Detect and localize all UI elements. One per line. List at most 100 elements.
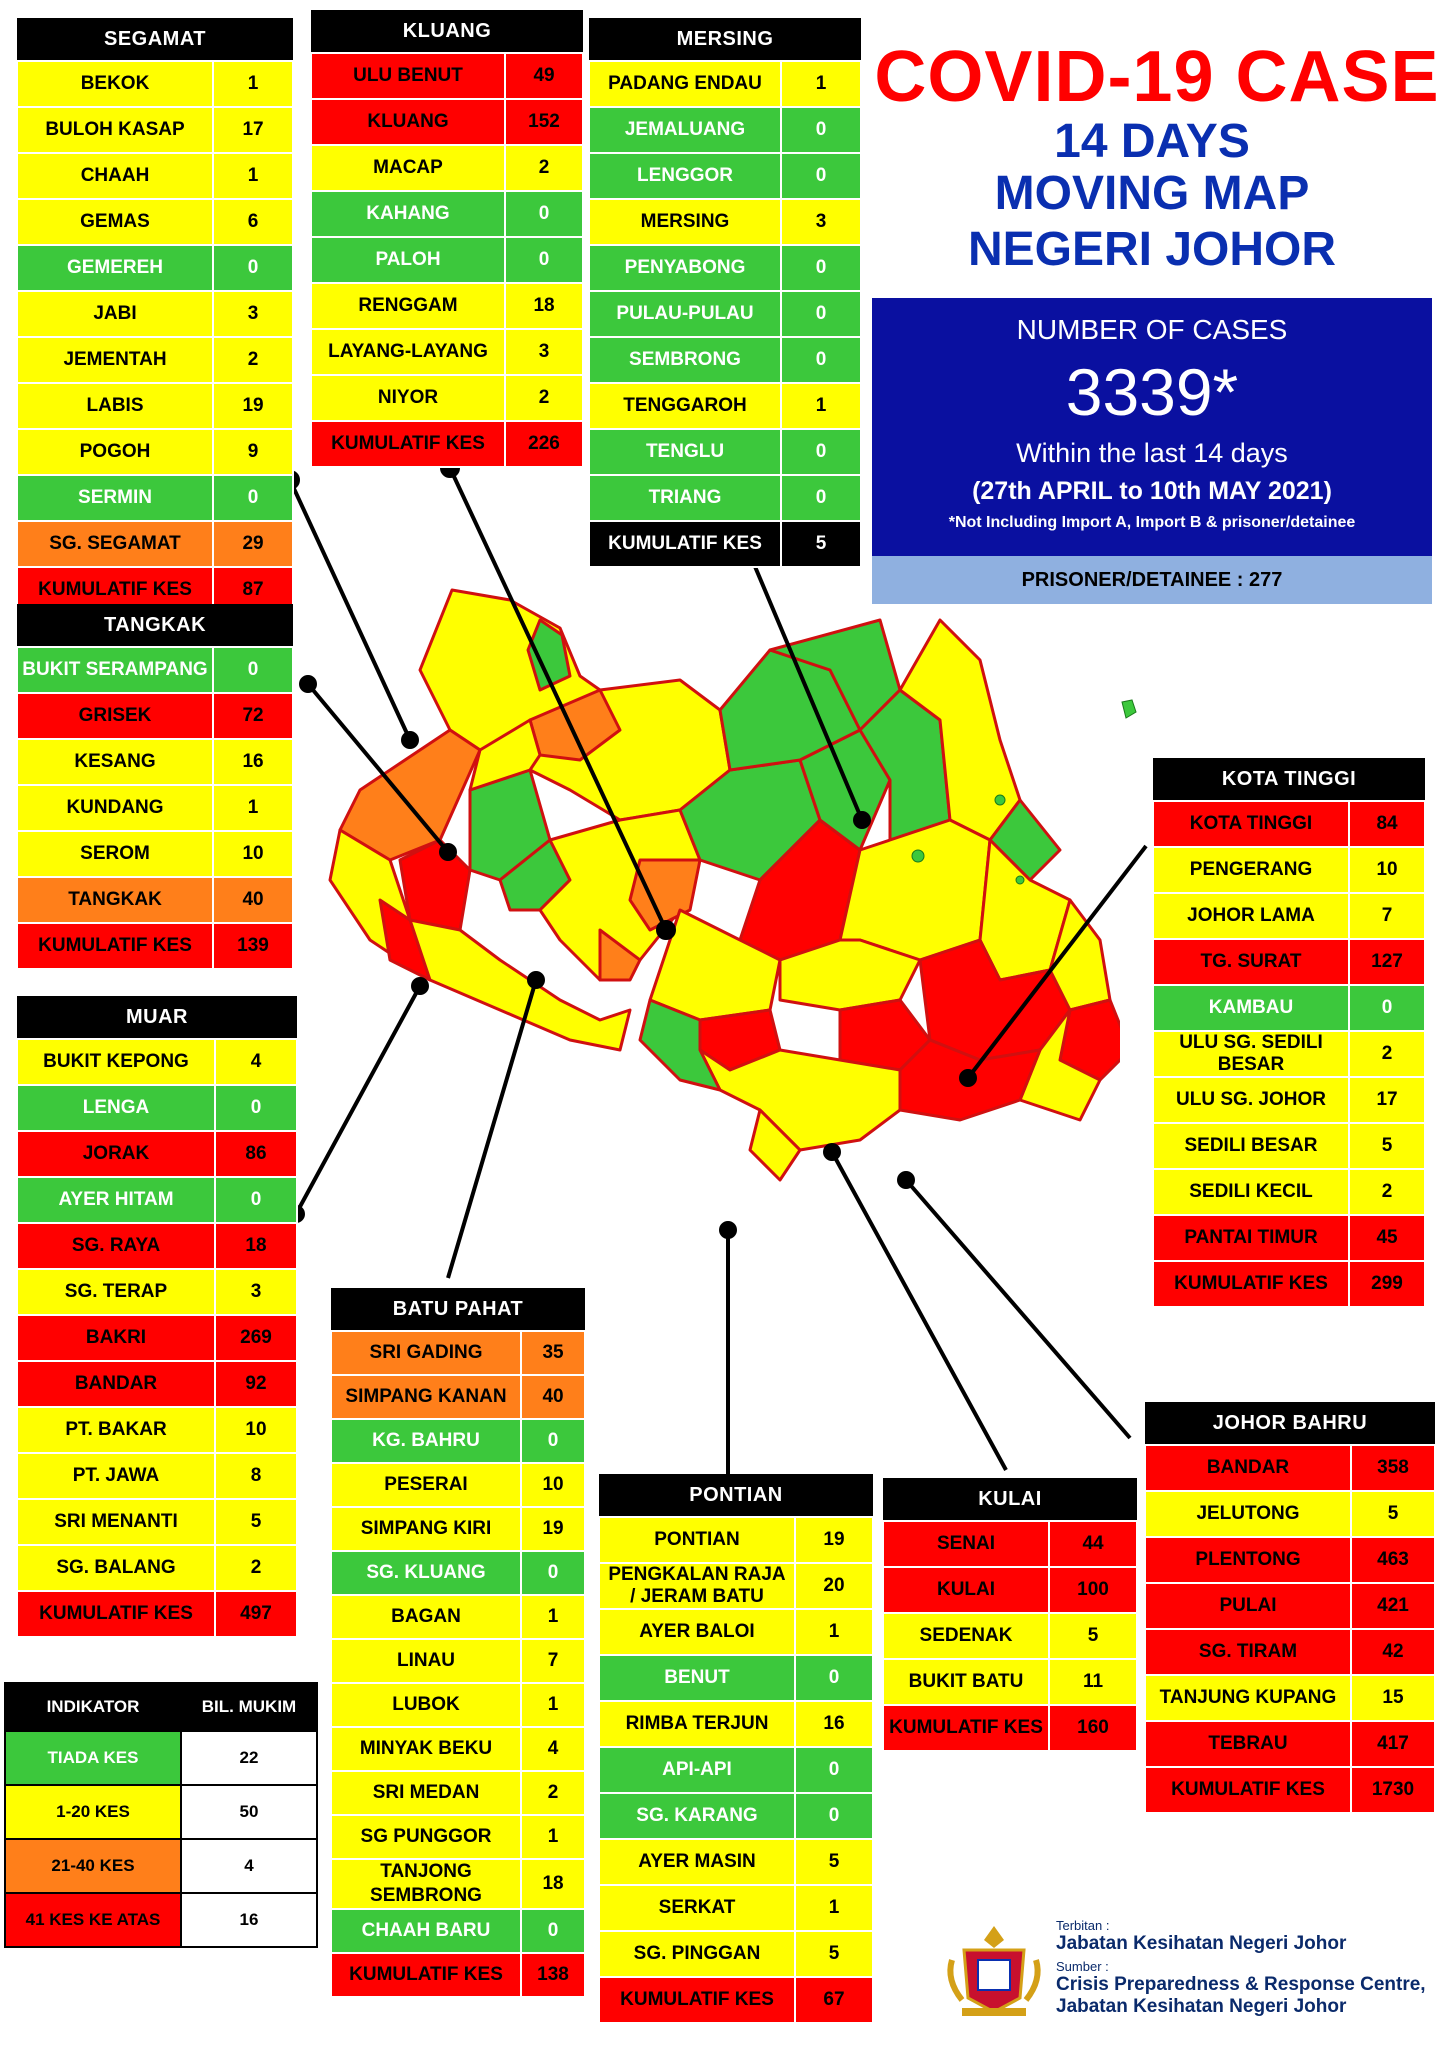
mukim-cases: 299 <box>1347 1260 1427 1308</box>
title-line3: MOVING MAP <box>994 167 1310 220</box>
cases-value: 3339* <box>1065 355 1239 429</box>
mukim-name: KG. BAHRU <box>330 1418 522 1464</box>
table-row: AYER HITAM 0 <box>16 1176 298 1224</box>
legend-row: 1-20 KES 50 <box>4 1784 318 1840</box>
mukim-name: GRISEK <box>16 692 214 740</box>
mukim-cases: 18 <box>519 1858 587 1910</box>
table-row: PENYABONG 0 <box>588 244 862 292</box>
map-region-sermin <box>526 618 572 692</box>
table-segamat: SEGAMAT BEKOK 1 BULOH KASAP 17 CHAAH 1 GEMAS 6 G… <box>16 18 295 614</box>
mukim-name: KOTA TINGGI <box>1152 800 1350 848</box>
mukim-name: BAKRI <box>16 1314 216 1362</box>
table-row: JELUTONG 5 <box>1144 1490 1436 1538</box>
legend-indicator: 21-40 KES <box>4 1838 182 1894</box>
mukim-cases: 0 <box>211 646 295 694</box>
mukim-cases: 417 <box>1350 1720 1436 1768</box>
map-region-pontian <box>698 1048 902 1152</box>
mukim-name: MERSING <box>588 198 782 246</box>
mukim-name: BANDAR <box>1144 1444 1352 1492</box>
prisoner-detainee-count: PRISONER/DETAINEE : 277 <box>872 556 1432 604</box>
table-row: KUMULATIF KES 67 <box>598 1976 874 2024</box>
legend-count: 50 <box>180 1784 318 1840</box>
mukim-name: PULAI <box>1144 1582 1352 1630</box>
table-kulai: KULAI SENAI 44 KULAI 100 SEDENAK 5 BUKIT BATU 1… <box>882 1478 1139 1752</box>
table-row: BEKOK 1 <box>16 60 295 108</box>
table-row: AYER BALOI 1 <box>598 1608 874 1656</box>
table-row: PENGKALAN RAJA / JERAM BATU 20 <box>598 1562 874 1610</box>
mukim-cases: 1 <box>211 784 295 832</box>
table-row: KUMULATIF KES 1730 <box>1144 1766 1436 1814</box>
mukim-cases: 5 <box>1047 1612 1139 1660</box>
mukim-cases: 497 <box>214 1590 298 1638</box>
table-row: KUMULATIF KES 160 <box>882 1704 1139 1752</box>
table-row: CHAAH BARU 0 <box>330 1908 587 1954</box>
mukim-cases: 139 <box>211 922 295 970</box>
mukim-cases: 5 <box>794 1930 874 1978</box>
mukim-name: MINYAK BEKU <box>330 1726 522 1772</box>
table-row: SRI MENANTI 5 <box>16 1498 298 1546</box>
mukim-name: BANDAR <box>16 1360 216 1408</box>
table-row: PADANG ENDAU 1 <box>588 60 862 108</box>
mukim-name: KUMULATIF KES <box>1152 1260 1350 1308</box>
mukim-cases: 4 <box>214 1038 298 1086</box>
mukim-cases: 3 <box>503 328 585 376</box>
mukim-name: PT. JAWA <box>16 1452 216 1500</box>
mukim-cases: 0 <box>519 1908 587 1954</box>
mukim-cases: 20 <box>794 1562 874 1610</box>
table-row: GEMEREH 0 <box>16 244 295 292</box>
mukim-name: LAYANG-LAYANG <box>310 328 506 376</box>
table-pontian-title: PONTIAN <box>599 1474 873 1517</box>
table-row: LABIS 19 <box>16 382 295 430</box>
mukim-name: KUMULATIF KES <box>882 1704 1050 1752</box>
table-row: BANDAR 92 <box>16 1360 298 1408</box>
mukim-cases: 0 <box>794 1654 874 1702</box>
table-row: LINAU 7 <box>330 1638 587 1684</box>
mukim-cases: 0 <box>1347 984 1427 1032</box>
mukim-name: BENUT <box>598 1654 796 1702</box>
legend-count: 16 <box>180 1892 318 1948</box>
map-region-grisek <box>398 838 472 932</box>
table-row: RIMBA TERJUN 16 <box>598 1700 874 1748</box>
mukim-name: RENGGAM <box>310 282 506 330</box>
table-row: TRIANG 0 <box>588 474 862 522</box>
mukim-cases: 44 <box>1047 1520 1139 1568</box>
mukim-name: KUMULATIF KES <box>16 1590 216 1638</box>
mukim-cases: 1 <box>780 382 862 430</box>
footer-credits: Terbitan : Jabatan Kesihatan Negeri Joho… <box>1056 1918 1446 2018</box>
table-row: SIMPANG KIRI 19 <box>330 1506 587 1552</box>
map-region-sedenak <box>778 938 922 1012</box>
mukim-cases: 0 <box>211 474 295 522</box>
mukim-cases: 0 <box>519 1418 587 1464</box>
mukim-cases: 3 <box>780 198 862 246</box>
table-tangkak-title: TANGKAK <box>17 604 294 647</box>
mukim-name: KAHANG <box>310 190 506 238</box>
table-segamat-title: SEGAMAT <box>17 18 294 61</box>
mukim-cases: 3 <box>214 1268 298 1316</box>
mukim-name: CHAAH BARU <box>330 1908 522 1954</box>
mukim-name: PONTIAN <box>598 1516 796 1564</box>
mukim-name: LINAU <box>330 1638 522 1684</box>
legend-header-indikator: INDIKATOR <box>4 1682 182 1732</box>
mukim-cases: 10 <box>214 1406 298 1454</box>
table-johor-bahru: JOHOR BAHRU BANDAR 358 JELUTONG 5 PLENTONG 46… <box>1144 1402 1436 1814</box>
table-row: SERKAT 1 <box>598 1884 874 1932</box>
table-row: BENUT 0 <box>598 1654 874 1702</box>
mukim-name: BEKOK <box>16 60 214 108</box>
map-region-bukit-kepong <box>468 718 542 792</box>
mukim-name: ULU BENUT <box>310 52 506 100</box>
table-row: KOTA TINGGI 84 <box>1152 800 1427 848</box>
mukim-name: KUMULATIF KES <box>1144 1766 1352 1814</box>
mukim-cases: 0 <box>211 244 295 292</box>
mukim-name: SG. KLUANG <box>330 1550 522 1596</box>
mukim-name: LENGA <box>16 1084 216 1132</box>
mukim-cases: 10 <box>211 830 295 878</box>
table-row: SEDILI KECIL 2 <box>1152 1168 1427 1216</box>
mukim-name: KUMULATIF KES <box>598 1976 796 2024</box>
mukim-cases: 2 <box>503 374 585 422</box>
table-row: PALOH 0 <box>310 236 585 284</box>
mukim-name: KLUANG <box>310 98 506 146</box>
table-muar-title: MUAR <box>17 996 297 1039</box>
mukim-name: TENGGAROH <box>588 382 782 430</box>
mukim-name: LABIS <box>16 382 214 430</box>
mukim-name: PLENTONG <box>1144 1536 1352 1584</box>
